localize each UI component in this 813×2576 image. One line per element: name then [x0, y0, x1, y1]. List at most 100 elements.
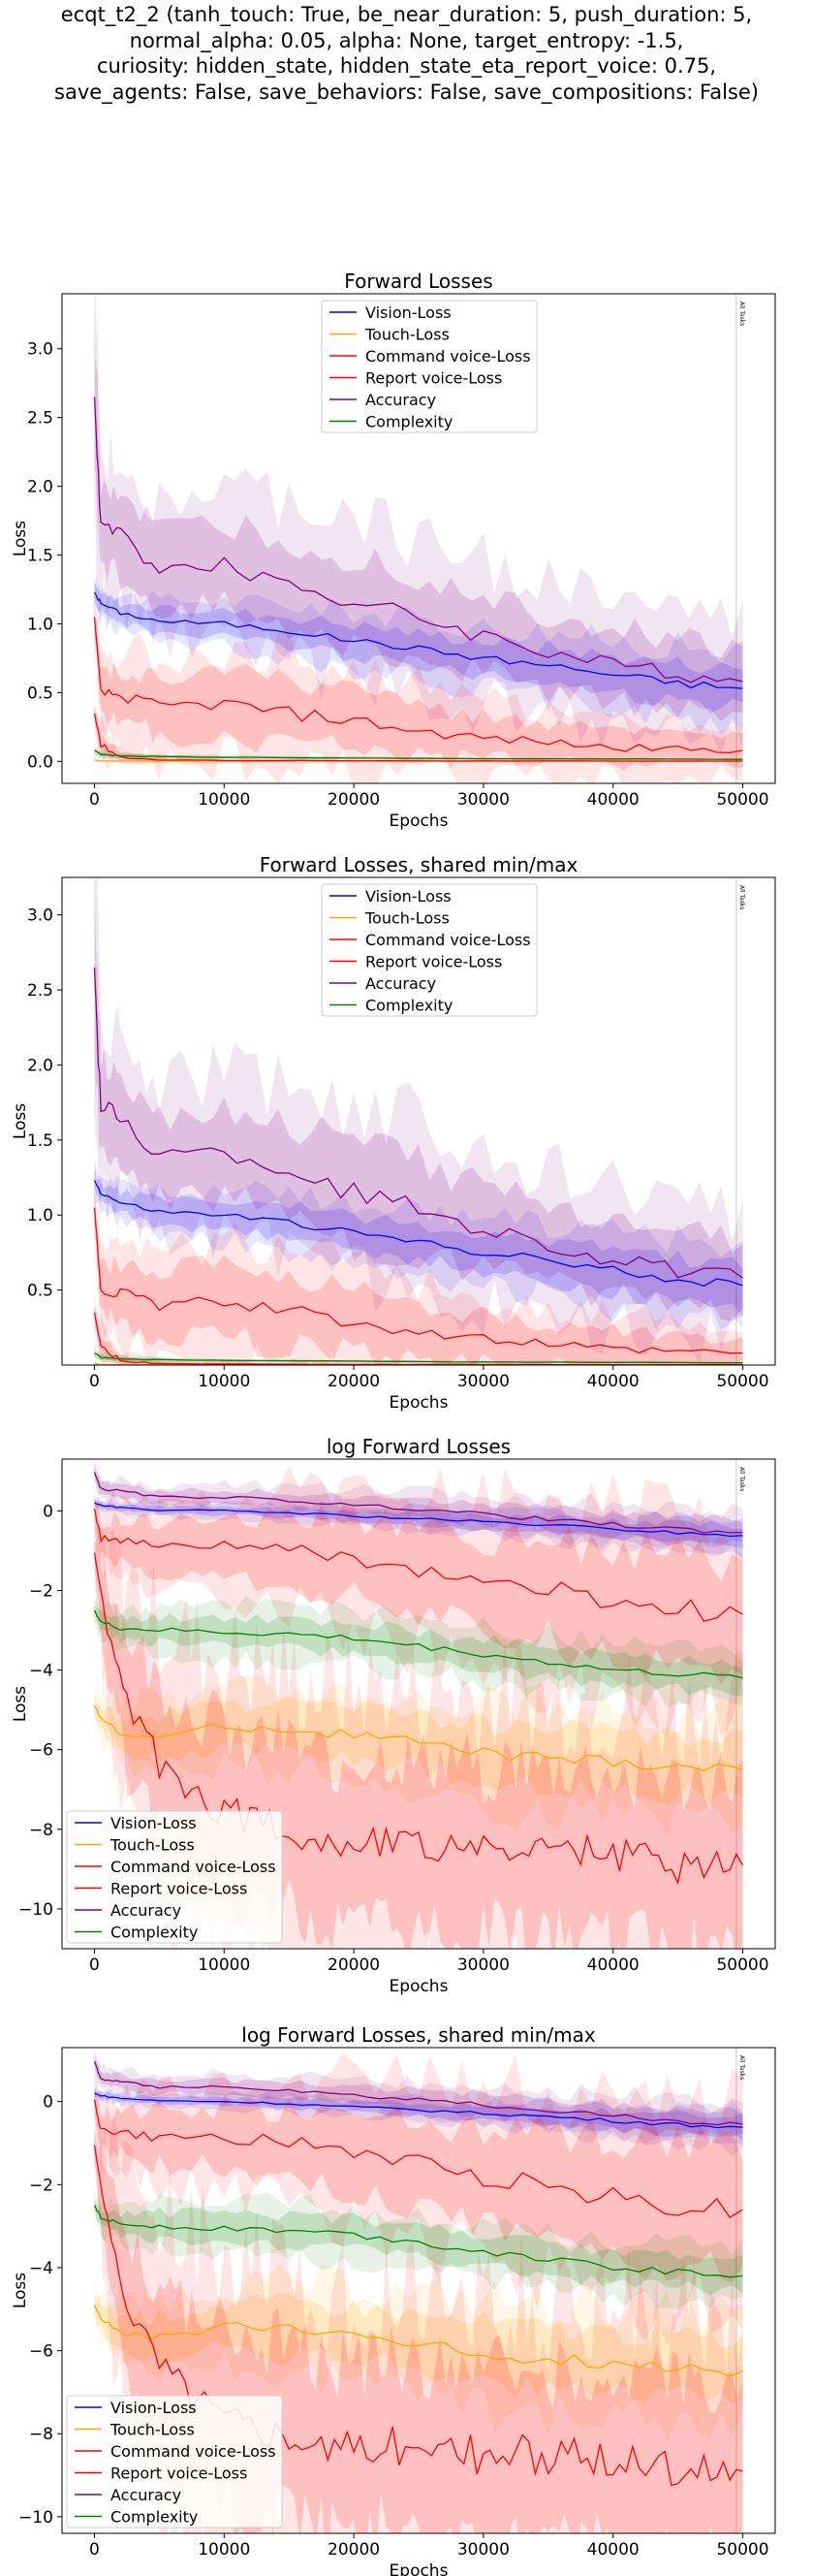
y-tick-label: 0.0 — [27, 752, 53, 772]
series-line-accuracy — [93, 397, 743, 684]
y-tick-label: −6 — [29, 1741, 53, 1761]
series-line-accuracy — [93, 2060, 743, 2126]
x-tick-label: 10000 — [198, 790, 250, 810]
legend-label-command: Command voice-Loss — [365, 347, 531, 366]
y-tick-label: −4 — [29, 1662, 53, 1681]
series-line-complexity — [94, 749, 743, 760]
legend: Vision-Loss Touch-Loss Command voice-Loss R… — [321, 883, 538, 1017]
band-report — [94, 588, 743, 783]
band-vision — [94, 2089, 743, 2141]
series-line-accuracy — [93, 1472, 743, 1534]
band-command — [94, 2112, 743, 2533]
legend: Vision-Loss Touch-Loss Command voice-Loss R… — [66, 2395, 283, 2528]
legend: Vision-Loss Touch-Loss Command voice-Loss R… — [66, 1810, 283, 1944]
x-tick-label: 50000 — [716, 2540, 768, 2560]
chart-title: log Forward Losses, shared min/max — [241, 2023, 596, 2047]
y-tick-label: −2 — [29, 1581, 53, 1601]
legend: Vision-Loss Touch-Loss Command voice-Loss R… — [321, 300, 538, 433]
x-tick-label: 0 — [89, 2540, 100, 2560]
chart-title: Forward Losses — [344, 270, 492, 293]
y-axis-label: Loss — [11, 2273, 30, 2308]
band-command — [94, 2132, 743, 2533]
x-axis-label: Epochs — [390, 1977, 449, 1996]
x-tick-label: 50000 — [716, 790, 768, 810]
figure-title-line: save_agents: False, save_behaviors: Fals… — [54, 80, 759, 104]
legend-label-accuracy: Accuracy — [365, 391, 436, 409]
band-report — [94, 1187, 743, 1365]
y-axis-label: Loss — [11, 1103, 30, 1139]
x-tick-label: 10000 — [198, 2540, 250, 2560]
vline-label: All Tasks — [738, 302, 745, 326]
series-line-touch — [93, 2305, 743, 2377]
band-vision — [94, 583, 743, 714]
series-line-complexity — [94, 1352, 743, 1364]
legend-label-report: Report voice-Loss — [365, 953, 502, 971]
y-tick-label: 2.5 — [27, 409, 53, 429]
x-axis-label: Epochs — [390, 811, 449, 831]
band-vision — [94, 1499, 743, 1549]
band-vision — [94, 1498, 743, 1559]
y-tick-label: −8 — [29, 1821, 53, 1840]
band-vision — [94, 1163, 743, 1331]
band-report — [94, 601, 743, 771]
legend-label-accuracy: Accuracy — [365, 974, 436, 993]
legend-label-accuracy: Accuracy — [110, 2486, 181, 2504]
band-accuracy — [94, 328, 743, 721]
series-line-complexity — [93, 2205, 743, 2278]
x-axis-label: Epochs — [390, 2561, 449, 2576]
series-line-vision — [93, 1180, 743, 1288]
x-tick-label: 50000 — [716, 1956, 768, 1975]
x-tick-label: 20000 — [328, 2540, 380, 2560]
legend-box — [66, 2395, 283, 2528]
y-tick-label: −4 — [29, 2259, 53, 2278]
band-report — [94, 1501, 743, 1685]
vline-label: All Tasks — [738, 2055, 745, 2080]
legend-box — [321, 300, 538, 433]
band-complexity — [94, 747, 743, 761]
y-tick-label: 0.5 — [27, 684, 53, 703]
band-command — [94, 1296, 743, 1365]
legend-box — [321, 883, 538, 1017]
y-tick-label: 1.0 — [27, 1206, 53, 1225]
band-accuracy — [94, 877, 743, 1321]
vline-label: All Tasks — [738, 1467, 745, 1491]
legend-label-complexity: Complexity — [365, 997, 453, 1015]
x-tick-label: 20000 — [328, 1372, 380, 1391]
band-touch — [94, 1696, 743, 1806]
band-complexity — [94, 1346, 743, 1365]
band-command — [94, 701, 743, 771]
series-line-report — [93, 617, 743, 754]
band-touch — [94, 1362, 743, 1365]
series-line-touch — [93, 1705, 743, 1771]
band-report — [94, 2052, 743, 2345]
chart-title: log Forward Losses — [327, 1435, 511, 1458]
series-line-report — [93, 1509, 743, 1622]
band-touch — [94, 759, 743, 762]
band-vision — [94, 1169, 743, 1318]
legend-label-command: Command voice-Loss — [365, 931, 531, 949]
y-tick-label: 0.5 — [27, 1282, 53, 1301]
legend-label-report: Report voice-Loss — [365, 369, 502, 388]
legend-label-touch: Touch-Loss — [364, 909, 450, 928]
series-line-vision — [93, 591, 743, 689]
series-line-complexity — [93, 1609, 743, 1679]
y-axis-label: Loss — [11, 1686, 30, 1722]
series-line-touch — [94, 759, 743, 762]
axes-frame — [61, 1458, 776, 1950]
y-tick-label: 1.5 — [27, 547, 53, 566]
band-complexity — [94, 1350, 743, 1364]
band-complexity — [94, 2189, 743, 2309]
x-tick-label: 0 — [89, 1956, 100, 1975]
legend-label-accuracy: Accuracy — [110, 1901, 181, 1920]
legend-label-command: Command voice-Loss — [110, 2442, 276, 2461]
axes-frame — [61, 876, 776, 1366]
band-touch — [94, 2264, 743, 2444]
legend-label-complexity: Complexity — [110, 2508, 198, 2527]
chart-title: Forward Losses, shared min/max — [260, 853, 578, 876]
series-line-report — [93, 1207, 743, 1354]
band-complexity — [94, 747, 743, 760]
x-tick-label: 30000 — [457, 1956, 510, 1975]
series-line-command — [93, 1312, 743, 1365]
